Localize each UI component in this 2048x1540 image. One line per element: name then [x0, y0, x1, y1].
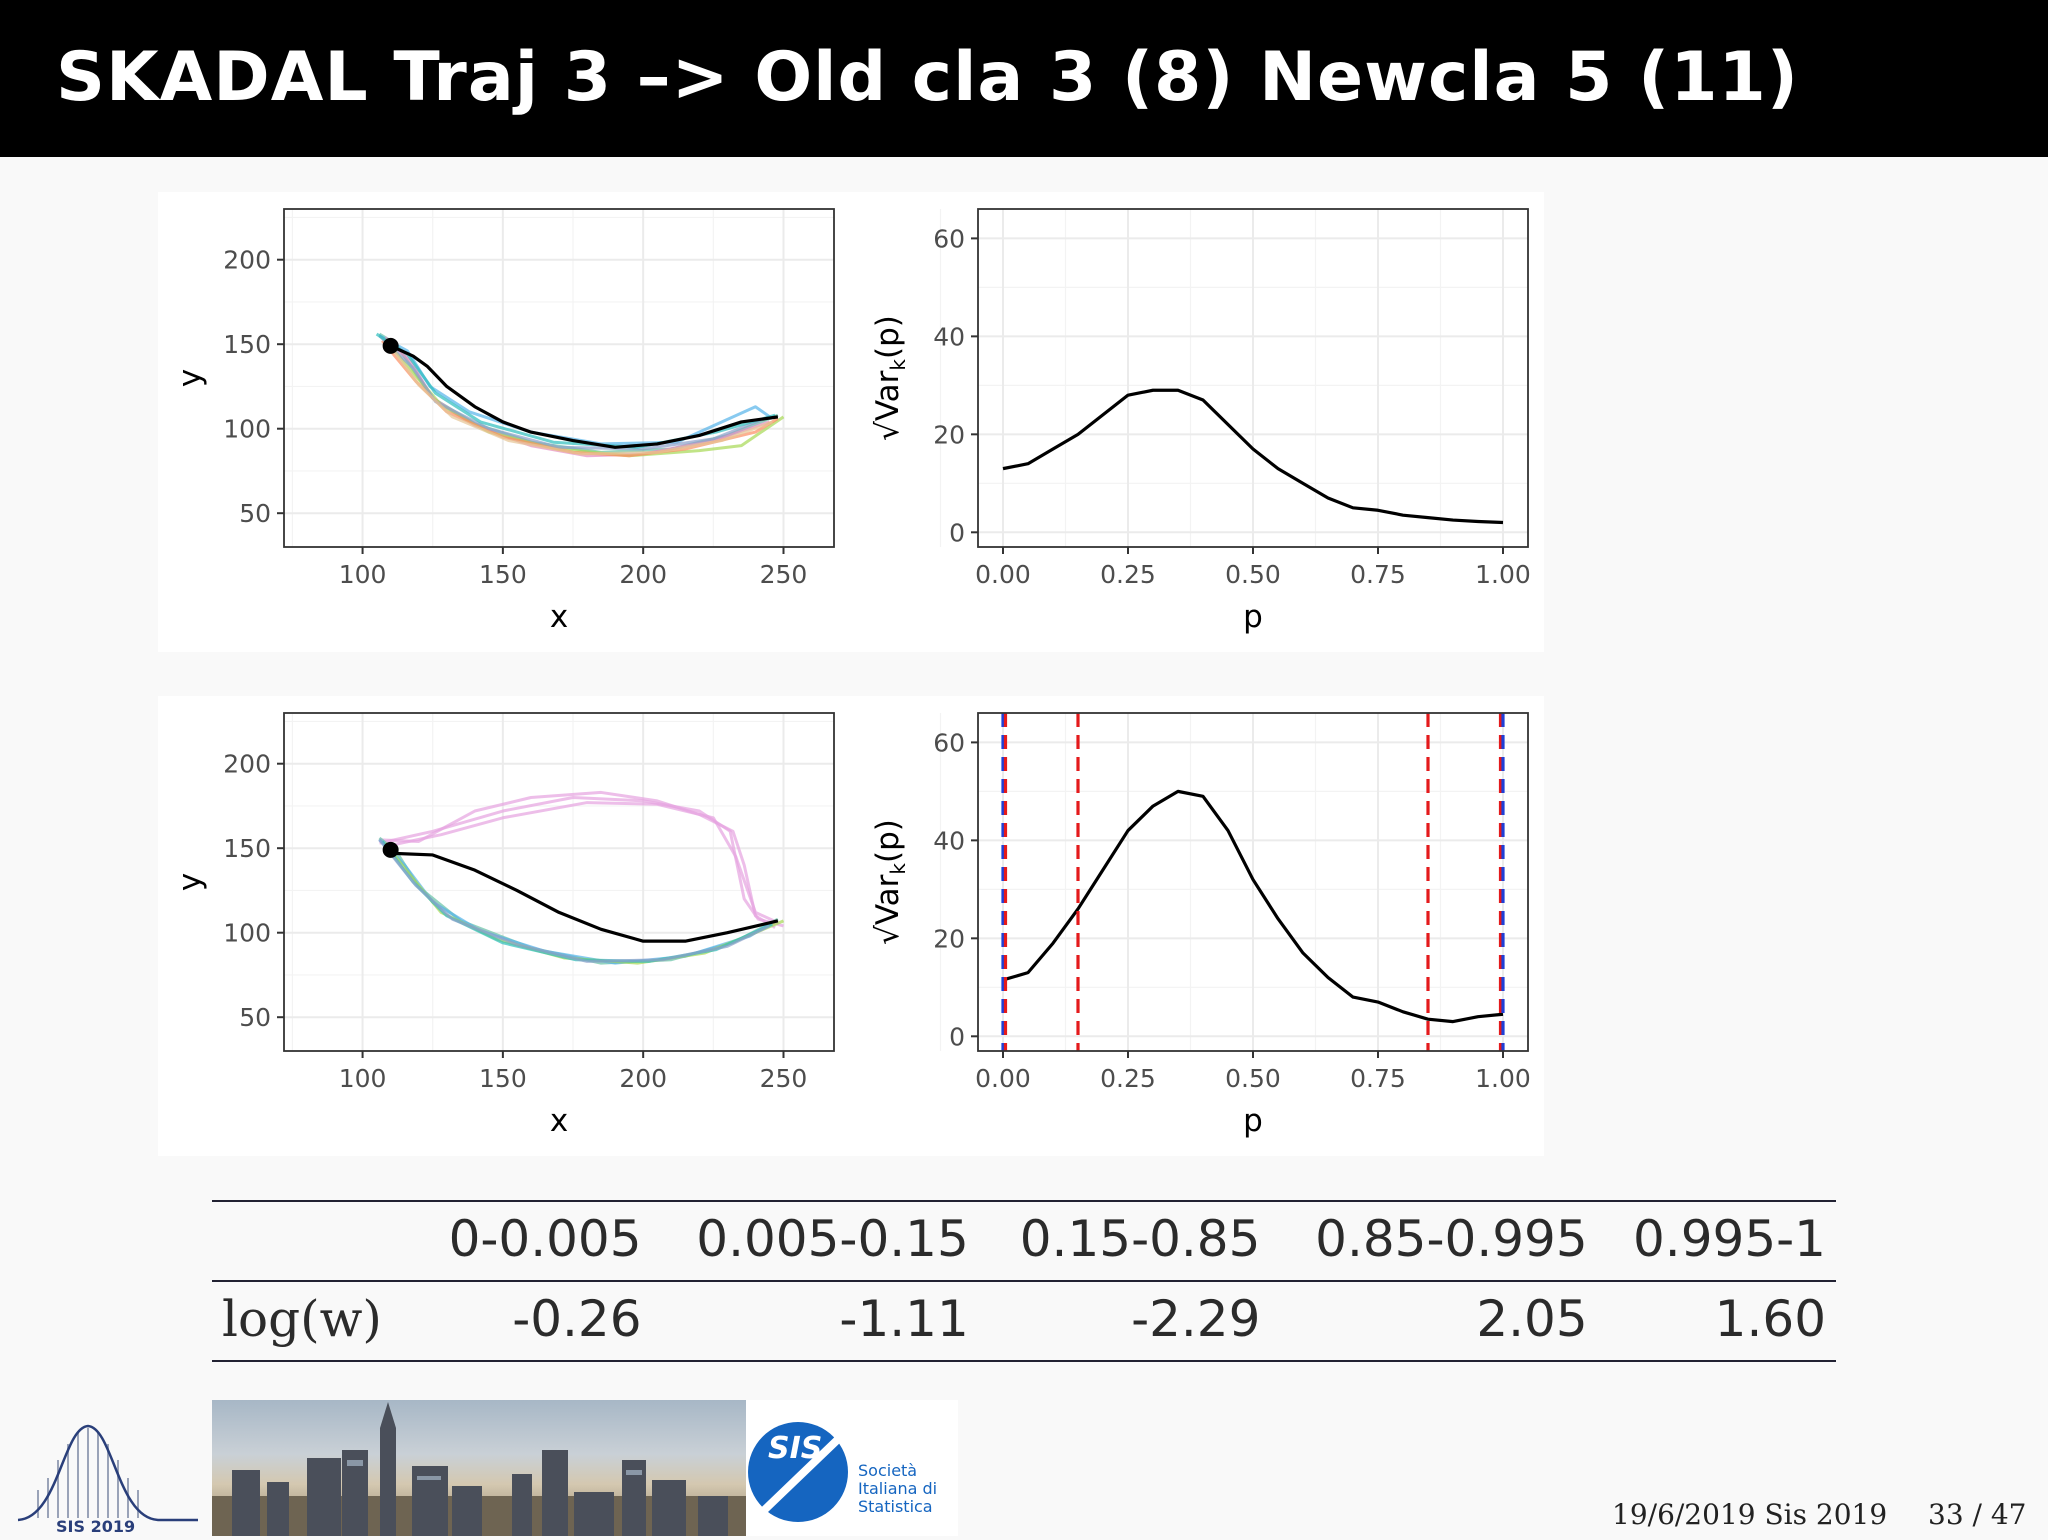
sis2019-logo-text: SIS 2019: [56, 1517, 135, 1536]
variance-curve: [1002, 388, 1504, 525]
x-tick-label: 200: [619, 1064, 667, 1093]
column-header: 0.005-0.15: [696, 1210, 969, 1268]
milan-skyline-photo: [212, 1400, 746, 1536]
x-tick-label: 250: [760, 1064, 808, 1093]
sis2019-logo: SIS 2019: [8, 1408, 204, 1536]
y-tick-label: 0: [949, 518, 965, 547]
variance-plot-bottom: 0.00 0.25 0.50 0.75 1.00 0 20 40 60 p √Vark(p): [870, 712, 1531, 1139]
x-axis-label: x: [550, 1103, 568, 1139]
variance-plot-top: 0.00 0.25 0.50 0.75 1.00 0 20 40 60 p √Vark(p): [870, 208, 1531, 635]
plot-panel-bottom: 100 150 200 250 50 100 150 200 x y 0.00 0.25 0.50 0.…: [158, 696, 1544, 1156]
title-bar: SKADAL Traj 3 –> Old cla 3 (8) Newcla 5 …: [0, 0, 2048, 157]
y-tick-label: 60: [933, 224, 965, 253]
y-tick-label: 50: [239, 499, 271, 528]
y-axis-label: y: [172, 873, 208, 891]
weights-table-header: 0-0.005 0.005-0.15 0.15-0.85 0.85-0.995 …: [212, 1201, 1836, 1281]
y-tick-label: 40: [933, 826, 965, 855]
trajectory-line: [378, 838, 771, 963]
y-tick-label: 100: [223, 415, 271, 444]
plot-frame: [977, 712, 1529, 1052]
sis-logo-graphic: SIS Società Italiana di Statistica: [748, 1419, 937, 1522]
y-tick-label: 0: [949, 1022, 965, 1051]
trajectory-line: [378, 334, 771, 451]
trajectory-line: [379, 796, 784, 928]
sis-logo-text: SIS: [768, 1431, 822, 1466]
x-tick-label: 1.00: [1475, 1064, 1531, 1093]
x-tick-label: 0.25: [1100, 560, 1156, 589]
y-tick-label: 40: [933, 322, 965, 351]
x-tick-label: 0.00: [975, 560, 1031, 589]
plot-panel-top: 100 150 200 250 50 100 150 200 x y 0.00 0.25 0.50 0.…: [158, 192, 1544, 652]
y-tick-label: 200: [223, 750, 271, 779]
skyline-graphic: [212, 1402, 746, 1536]
sis-logo: SIS Società Italiana di Statistica: [746, 1400, 958, 1536]
x-axis-label: x: [550, 599, 568, 635]
x-tick-label: 0.00: [975, 1064, 1031, 1093]
x-tick-label: 0.75: [1350, 1064, 1406, 1093]
mean-trajectory-line: [390, 851, 779, 943]
y-axis-label: √Vark(p): [870, 315, 910, 441]
x-tick-label: 0.50: [1225, 1064, 1281, 1093]
weights-table-row: log(w) -0.26 -1.11 -2.29 2.05 1.60: [212, 1281, 1836, 1361]
x-tick-label: 200: [619, 560, 667, 589]
trajectory-plot-bottom: 100 150 200 250 50 100 150 200 x y: [172, 712, 835, 1139]
x-tick-label: 0.25: [1100, 1064, 1156, 1093]
sis2019-logo-graphic: SIS 2019: [17, 1424, 198, 1536]
column-header: 0.15-0.85: [1019, 1210, 1261, 1268]
y-axis-label: y: [172, 369, 208, 387]
table-cell: 2.05: [1476, 1290, 1588, 1348]
table-cell: 1.60: [1714, 1290, 1826, 1348]
sis-logo-name-line: Società: [858, 1461, 917, 1480]
column-header: 0-0.005: [448, 1210, 642, 1268]
column-header: 0.995-1: [1633, 1210, 1826, 1268]
trajectory-line: [386, 341, 773, 456]
start-point-marker: [382, 841, 399, 858]
y-tick-label: 100: [223, 919, 271, 948]
variance-curve: [1002, 789, 1504, 1024]
y-tick-label: 20: [933, 420, 965, 449]
x-tick-label: 0.50: [1225, 560, 1281, 589]
footer-page-number: 33 / 47: [1928, 1498, 2027, 1531]
trajectory-line: [379, 790, 776, 929]
table-cell: -2.29: [1131, 1290, 1261, 1348]
x-tick-label: 100: [339, 1064, 387, 1093]
x-tick-label: 250: [760, 560, 808, 589]
sis-logo-name-line: Italiana di: [858, 1479, 937, 1498]
trajectory-line: [384, 801, 779, 924]
x-tick-label: 0.75: [1350, 560, 1406, 589]
y-tick-label: 50: [239, 1003, 271, 1032]
plot-frame: [283, 712, 835, 1052]
x-tick-label: 1.00: [1475, 560, 1531, 589]
x-tick-label: 150: [479, 560, 527, 589]
y-tick-label: 60: [933, 728, 965, 757]
y-tick-label: 150: [223, 834, 271, 863]
x-tick-label: 150: [479, 1064, 527, 1093]
y-tick-label: 200: [223, 246, 271, 275]
table-cell: -1.11: [839, 1290, 969, 1348]
sis-logo-name-line: Statistica: [858, 1497, 933, 1516]
trajectory-plot-top: 100 150 200 250 50 100 150 200 x y: [172, 208, 835, 635]
row-label: log(w): [222, 1290, 382, 1348]
y-tick-label: 20: [933, 924, 965, 953]
header-empty-cell: [212, 1201, 413, 1281]
mean-trajectory-line: [389, 344, 779, 449]
y-tick-label: 150: [223, 330, 271, 359]
plot-frame: [977, 208, 1529, 548]
x-axis-label: p: [1243, 599, 1263, 635]
footer-date-event: 19/6/2019 Sis 2019: [1612, 1498, 1888, 1531]
column-header: 0.85-0.995: [1315, 1210, 1588, 1268]
x-axis-label: p: [1243, 1103, 1263, 1139]
slide-title: SKADAL Traj 3 –> Old cla 3 (8) Newcla 5 …: [56, 38, 1799, 117]
x-tick-label: 100: [339, 560, 387, 589]
table-cell: -0.26: [512, 1290, 642, 1348]
start-point-marker: [382, 337, 399, 354]
y-axis-label: √Vark(p): [870, 819, 910, 945]
weights-table: 0-0.005 0.005-0.15 0.15-0.85 0.85-0.995 …: [212, 1200, 1836, 1362]
plot-frame: [283, 208, 835, 548]
